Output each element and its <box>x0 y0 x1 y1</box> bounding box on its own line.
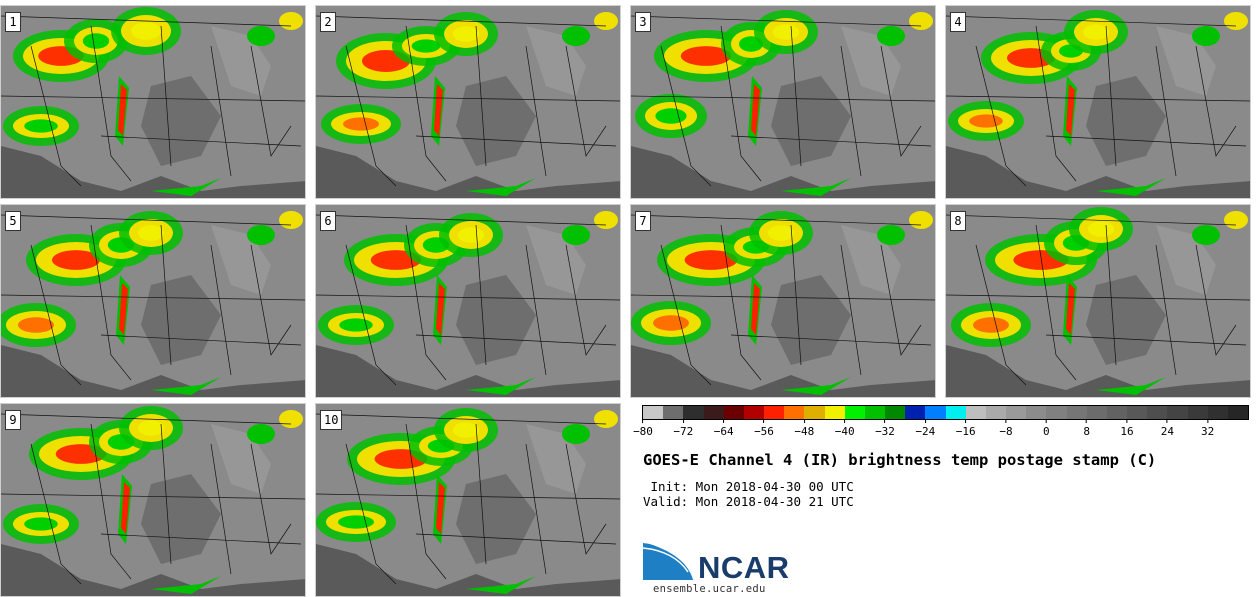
colorbar-swatch <box>804 406 825 419</box>
member-number: 7 <box>635 211 651 231</box>
ensemble-member-panel: 2 <box>315 5 621 199</box>
member-number: 3 <box>635 12 651 32</box>
valid-time: Valid: Mon 2018-04-30 21 UTC <box>643 494 854 509</box>
colorbar-tick: 0 <box>1043 419 1050 438</box>
figure-title: GOES-E Channel 4 (IR) brightness temp po… <box>643 451 1157 469</box>
colorbar-tick-label: 0 <box>1043 425 1050 438</box>
ir-satellite-map <box>1 6 305 198</box>
ncar-logo-icon <box>643 541 694 580</box>
colorbar-tick-label: −16 <box>955 425 976 438</box>
colorbar-tick: 32 <box>1201 419 1214 438</box>
colorbar-swatch <box>925 406 946 419</box>
colorbar-swatch <box>1227 406 1249 419</box>
ensemble-member-panel: 10 <box>315 403 621 597</box>
colorbar <box>642 405 1249 420</box>
ensemble-member-panel: 6 <box>315 204 621 398</box>
colorbar-tick: 24 <box>1161 419 1174 438</box>
member-number: 1 <box>5 12 21 32</box>
ensemble-member-panel: 1 <box>0 5 306 199</box>
colorbar-tick-label: −72 <box>673 425 694 438</box>
colorbar-tick: −72 <box>673 419 693 438</box>
colorbar-tick-label: 8 <box>1083 425 1090 438</box>
colorbar-swatch <box>1167 406 1188 419</box>
ensemble-member-panel: 5 <box>0 204 306 398</box>
colorbar-swatch <box>905 406 926 419</box>
colorbar-tick-label: −8 <box>999 425 1013 438</box>
colorbar-tick: 8 <box>1083 419 1090 438</box>
member-number: 10 <box>320 410 343 430</box>
website-url: ensemble.ucar.edu <box>653 583 766 595</box>
member-number: 9 <box>5 410 21 430</box>
colorbar-swatch <box>723 406 744 419</box>
colorbar-tick-label: −64 <box>713 425 734 438</box>
colorbar-swatch <box>1207 406 1228 419</box>
ir-satellite-map <box>631 205 935 397</box>
ensemble-member-panel: 4 <box>945 5 1251 199</box>
colorbar-swatch <box>1106 406 1128 419</box>
colorbar-tick: 16 <box>1120 419 1134 438</box>
ensemble-member-panel: 9 <box>0 403 306 597</box>
colorbar-tick: −80 <box>633 419 653 438</box>
colorbar-swatch <box>1026 406 1047 419</box>
colorbar-swatch <box>844 406 865 419</box>
colorbar-tick: −56 <box>754 419 774 438</box>
member-number: 2 <box>320 12 336 32</box>
colorbar-tick-label: −80 <box>633 425 653 438</box>
ir-satellite-map <box>1 205 305 397</box>
colorbar-swatch <box>1046 406 1067 419</box>
colorbar-swatch <box>703 406 724 419</box>
colorbar-swatch <box>1147 406 1168 419</box>
ir-satellite-map <box>946 6 1250 198</box>
colorbar-swatch <box>1127 406 1148 419</box>
member-number: 4 <box>950 12 966 32</box>
colorbar-tick-label: −40 <box>834 425 855 438</box>
colorbar-swatch <box>743 406 765 419</box>
colorbar-swatch <box>683 406 704 419</box>
colorbar-swatch <box>945 406 966 419</box>
colorbar-tick-label: −56 <box>754 425 774 438</box>
ensemble-member-panel: 7 <box>630 204 936 398</box>
colorbar-tick: −24 <box>915 419 935 438</box>
init-time: Init: Mon 2018-04-30 00 UTC <box>643 479 854 494</box>
colorbar-tick: −16 <box>956 419 976 438</box>
colorbar-swatch <box>1086 406 1107 419</box>
colorbar-tick-label: −24 <box>915 425 936 438</box>
colorbar-tick-label: 32 <box>1201 425 1215 438</box>
colorbar-swatch <box>764 406 785 419</box>
member-number: 5 <box>5 211 21 231</box>
colorbar-swatch <box>985 406 1007 419</box>
colorbar-tick: −64 <box>714 419 734 438</box>
ir-satellite-map <box>316 404 620 596</box>
colorbar-tick: −8 <box>999 419 1013 438</box>
member-number: 8 <box>950 211 966 231</box>
colorbar-tick: −32 <box>875 419 895 438</box>
colorbar-swatch <box>1066 406 1087 419</box>
colorbar-swatch <box>885 406 906 419</box>
colorbar-swatch <box>1006 406 1027 419</box>
colorbar-swatch <box>965 406 986 419</box>
colorbar-swatch <box>1187 406 1208 419</box>
colorbar-tick-label: −48 <box>794 425 815 438</box>
ir-satellite-map <box>316 205 620 397</box>
colorbar-tick-label: −32 <box>875 425 895 438</box>
colorbar-swatch <box>784 406 805 419</box>
colorbar-swatch <box>824 406 845 419</box>
ir-satellite-map <box>1 404 305 596</box>
colorbar-tick-label: 24 <box>1160 425 1174 438</box>
ensemble-member-panel: 3 <box>630 5 936 199</box>
ncar-logo-text: NCAR <box>698 550 790 585</box>
ensemble-member-panel: 8 <box>945 204 1251 398</box>
colorbar-ticks: −80 −72 −64 −56 −48 −40 −32 −24 −16 −8 0 8 16 24 32 <box>633 419 1248 439</box>
colorbar-tick-label: 16 <box>1120 425 1134 438</box>
ir-satellite-map <box>631 6 935 198</box>
ir-satellite-map <box>946 205 1250 397</box>
colorbar-tick: −48 <box>794 419 814 438</box>
colorbar-swatch <box>864 406 886 419</box>
ir-satellite-map <box>316 6 620 198</box>
member-number: 6 <box>320 211 336 231</box>
colorbar-swatch <box>643 406 664 419</box>
colorbar-tick: −40 <box>835 419 855 438</box>
colorbar-swatch <box>663 406 684 419</box>
